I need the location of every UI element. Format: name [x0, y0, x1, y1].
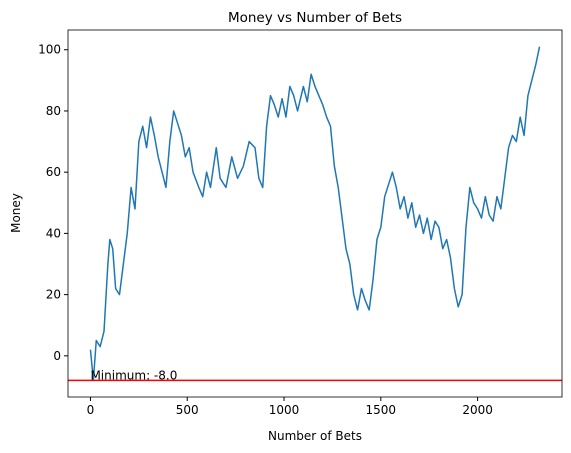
annotation: Minimum: -8.0 — [90, 368, 177, 382]
chart-title: Money vs Number of Bets — [228, 10, 402, 26]
y-tick-label: 60 — [46, 165, 61, 179]
y-axis-label: Money — [9, 193, 23, 233]
line-series — [89, 46, 541, 382]
x-tick-label: 1000 — [269, 403, 300, 417]
y-tick-label: 80 — [46, 104, 61, 118]
y-tick-label: 100 — [38, 43, 61, 57]
x-tick-label: 2000 — [462, 403, 493, 417]
plot-frame — [67, 29, 563, 398]
x-tick-label: 500 — [176, 403, 199, 417]
x-tick-label: 1500 — [366, 403, 397, 417]
y-tick-label: 0 — [53, 349, 61, 363]
y-tick-label: 20 — [46, 288, 61, 302]
x-axis-label: Number of Bets — [268, 429, 362, 443]
y-tick-label: 40 — [46, 226, 61, 240]
x-tick-label: 0 — [87, 403, 95, 417]
